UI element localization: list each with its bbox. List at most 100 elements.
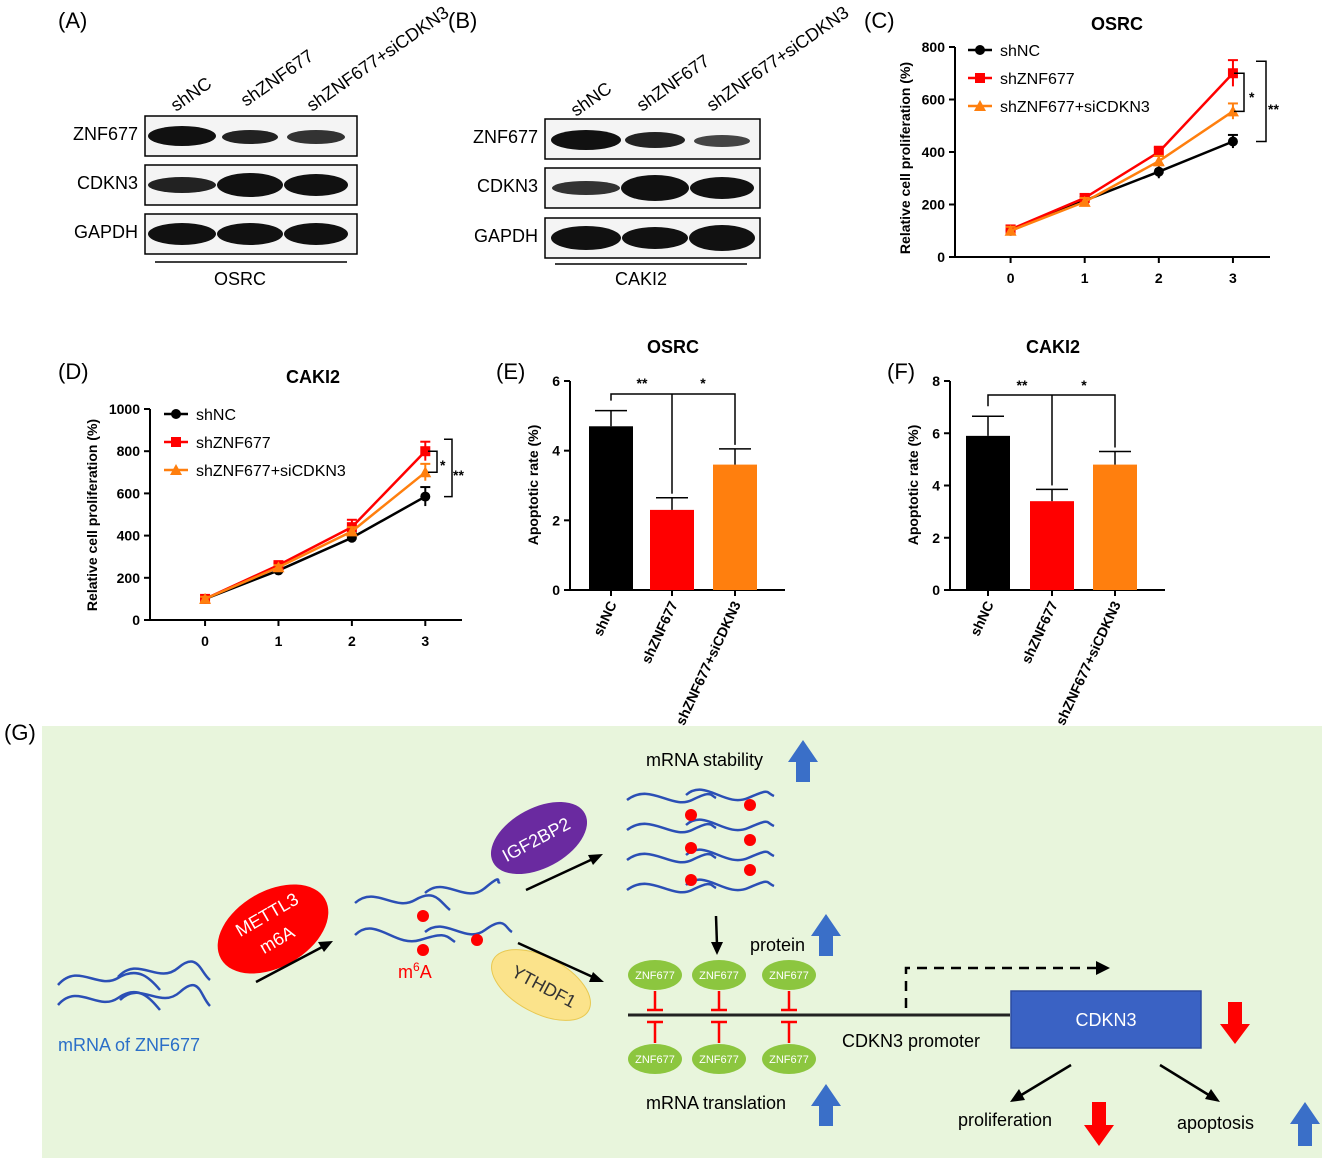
- series-line: [1010, 110, 1234, 232]
- m6a-mark: [744, 799, 756, 811]
- x-tick-label: 2: [348, 633, 356, 649]
- y-tick-label: 0: [132, 612, 140, 628]
- panel-label-e: (E): [496, 359, 525, 384]
- m6a-mark: [471, 934, 483, 946]
- legend-marker: [975, 45, 985, 55]
- blot-row-label: CDKN3: [477, 176, 538, 196]
- znf677-node-label: ZNF677: [635, 970, 675, 982]
- m6a-mark: [417, 910, 429, 922]
- stability-label: mRNA stability: [646, 750, 763, 770]
- legend-marker: [975, 73, 985, 83]
- arrowhead: [1205, 1089, 1220, 1102]
- znf677-node: [628, 1044, 682, 1074]
- arrow-line: [517, 941, 596, 980]
- y-tick-label: 6: [932, 425, 940, 441]
- blot-row-label: CDKN3: [77, 173, 138, 193]
- panel-label-b: (B): [448, 8, 477, 33]
- y-tick-label: 400: [922, 144, 946, 160]
- y-tick-label: 4: [552, 443, 560, 459]
- panel-label-f: (F): [887, 359, 915, 384]
- y-axis-label: Apoptotic rate (%): [525, 425, 541, 546]
- significance-label: **: [453, 467, 464, 483]
- x-tick-label: 3: [421, 633, 429, 649]
- znf677-node-label: ZNF677: [699, 970, 739, 982]
- bar: [650, 509, 694, 590]
- lane-label: shZNF677+siCDKN3: [303, 2, 453, 115]
- legend-label: shNC: [1000, 43, 1040, 60]
- y-tick-label: 8: [932, 373, 940, 389]
- line-chart-c: OSRC Relative cell proliferation (%) shN…: [897, 14, 1279, 286]
- bar: [1030, 501, 1074, 590]
- blot-row-label: GAPDH: [74, 222, 138, 242]
- igf2bp2-reader: [490, 801, 588, 875]
- data-point: [1152, 155, 1165, 167]
- y-tick-label: 0: [937, 249, 945, 265]
- znf677-node: [762, 1044, 816, 1074]
- y-tick-label: 600: [922, 92, 946, 108]
- blot-band: [621, 175, 689, 201]
- mrna-strands-input: [57, 960, 211, 1011]
- line-chart-d: CAKI2 Relative cell proliferation (%) sh…: [84, 367, 464, 649]
- significance-label: **: [1017, 377, 1028, 393]
- legend-marker: [171, 409, 181, 419]
- x-tick-label: shZNF677+siCDKN3: [1052, 598, 1124, 727]
- series-line: [204, 471, 427, 601]
- chart-title: OSRC: [647, 337, 699, 357]
- significance-bracket: [1256, 60, 1267, 143]
- legend-label: shZNF677: [1000, 71, 1075, 88]
- mrna-strands-methylated: [354, 878, 513, 944]
- y-tick-label: 2: [932, 530, 940, 546]
- increase-arrow-icon: [811, 1084, 841, 1126]
- blot-band: [222, 130, 278, 144]
- arrow-line: [1017, 1063, 1072, 1099]
- data-point: [1153, 147, 1164, 157]
- significance-bracket: [428, 450, 438, 474]
- bar-chart-e: OSRC Apoptotic rate (%) ** * 0 2 4 6 shNC shZ…: [525, 337, 785, 728]
- bar: [589, 426, 633, 590]
- znf677-node-label: ZNF677: [769, 1054, 809, 1066]
- y-axis-label: Relative cell proliferation (%): [84, 419, 100, 611]
- y-tick-label: 0: [552, 582, 560, 598]
- blot-band: [690, 177, 754, 199]
- y-tick-label: 400: [117, 528, 141, 544]
- znf677-node: [692, 960, 746, 990]
- arrow-line: [255, 943, 327, 984]
- bar-chart-f: CAKI2 Apoptotic rate (%) ** * 0 2 4 6 8 shNC s…: [905, 337, 1165, 728]
- panel-label-d: (D): [58, 359, 89, 384]
- lane-label: shNC: [167, 73, 215, 115]
- blot-band: [689, 225, 755, 251]
- m6a-label: m6A: [398, 960, 432, 982]
- increase-arrow-icon: [1290, 1102, 1320, 1146]
- data-point: [1227, 68, 1238, 79]
- y-tick-label: 6: [552, 373, 560, 389]
- znf677-node-label: ZNF677: [699, 1054, 739, 1066]
- blot-band: [625, 132, 685, 148]
- apoptosis-label: apoptosis: [1177, 1113, 1254, 1133]
- data-point: [1227, 136, 1238, 147]
- data-point: [1153, 166, 1164, 177]
- y-axis-label: Apoptotic rate (%): [905, 425, 921, 546]
- legend-marker: [170, 464, 182, 475]
- legend-marker: [974, 100, 986, 111]
- data-point: [1078, 195, 1091, 207]
- znf677-node: [762, 960, 816, 990]
- arrowhead: [711, 942, 723, 955]
- legend-marker: [171, 437, 181, 447]
- arrowhead: [1096, 961, 1110, 975]
- data-point: [420, 491, 431, 502]
- x-tick-label: 2: [1155, 270, 1163, 286]
- arrow-line: [525, 856, 596, 892]
- legend-label: shNC: [196, 407, 236, 424]
- western-blot-a: shNC shZNF677 shZNF677+siCDKN3 ZNF677 CD…: [73, 2, 452, 289]
- x-tick-label: 0: [1007, 270, 1015, 286]
- y-tick-label: 200: [922, 197, 946, 213]
- panel-label-a: (A): [58, 8, 87, 33]
- significance-label: *: [1249, 89, 1255, 105]
- znf677-node: [628, 960, 682, 990]
- lane-label: shZNF677+siCDKN3: [703, 2, 853, 115]
- cell-line-label: OSRC: [214, 269, 266, 289]
- significance-label: *: [440, 457, 446, 473]
- znf677-node: [692, 1044, 746, 1074]
- legend-label: shZNF677+siCDKN3: [1000, 99, 1150, 116]
